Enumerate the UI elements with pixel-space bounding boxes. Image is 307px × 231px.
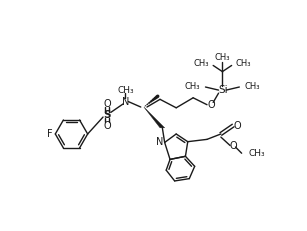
Text: CH₃: CH₃ (215, 53, 230, 62)
Text: CH₃: CH₃ (249, 149, 265, 158)
Text: Si: Si (218, 85, 228, 95)
Text: CH₃: CH₃ (194, 59, 209, 68)
Text: CH₃: CH₃ (235, 59, 251, 68)
Text: CH₃: CH₃ (117, 86, 134, 94)
Text: O: O (207, 100, 215, 110)
Text: O: O (229, 140, 237, 151)
Polygon shape (144, 107, 165, 128)
Text: O: O (233, 121, 241, 131)
Text: O: O (103, 99, 111, 109)
Text: N: N (122, 97, 129, 107)
Text: CH₃: CH₃ (245, 82, 260, 91)
Text: CH₃: CH₃ (185, 82, 200, 91)
Text: O: O (103, 121, 111, 131)
Text: N: N (156, 137, 164, 147)
Text: S: S (103, 110, 111, 120)
Text: F: F (47, 129, 53, 139)
